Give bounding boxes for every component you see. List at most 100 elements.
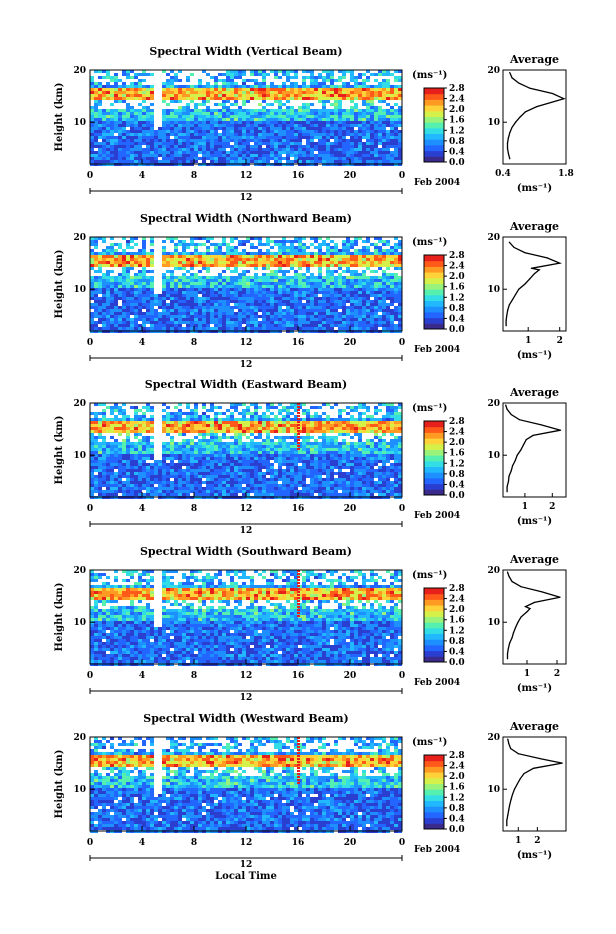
heatmap-cell [390,303,394,306]
heatmap-cell [310,160,314,163]
heatmap-cell [262,88,266,91]
heatmap-cell [102,127,106,130]
heatmap-cell [318,85,322,88]
heatmap-cell [254,306,258,309]
heatmap-cell [134,406,138,409]
heatmap-cell [254,130,258,133]
heatmap-cell [110,421,114,424]
heatmap-cell [390,297,394,300]
heatmap-cell [146,421,150,424]
heatmap-cell [398,142,402,145]
heatmap-cell [358,294,362,297]
heatmap-cell [290,294,294,297]
heatmap-cell [90,151,94,154]
heatmap-cell [122,315,126,318]
heatmap-cell [142,291,146,294]
heatmap-cell [138,285,142,288]
heatmap-cell [374,300,378,303]
heatmap-cell [390,73,394,76]
heatmap-cell [178,252,182,255]
heatmap-cell [158,297,162,300]
heatmap-cell [182,136,186,139]
heatmap-cell [290,264,294,267]
heatmap-cell [242,139,246,142]
heatmap-cell [234,160,238,163]
heatmap-cell [266,297,270,300]
heatmap-cell [90,145,94,148]
heatmap-cell [386,264,390,267]
heatmap-cell [374,94,378,97]
heatmap-cell [310,79,314,82]
heatmap-cell [226,133,230,136]
heatmap-cell [262,73,266,76]
heatmap-cell [358,160,362,163]
heatmap-cell [334,282,338,285]
heatmap-cell [374,288,378,291]
heatmap-cell [206,94,210,97]
heatmap-cell [238,145,242,148]
heatmap-cell [126,427,130,430]
heatmap-cell [114,261,118,264]
heatmap-cell [206,430,210,433]
heatmap-cell [378,261,382,264]
heatmap-cell [334,157,338,160]
heatmap-cell [246,127,250,130]
heatmap-cell [326,249,330,252]
heatmap-cell [370,112,374,115]
heatmap-cell [138,418,142,421]
heatmap-cell [322,124,326,127]
heatmap-cell [202,136,206,139]
heatmap-cell [254,300,258,303]
heatmap-cell [346,145,350,148]
heatmap-cell [290,285,294,288]
heatmap-cell [170,321,174,324]
heatmap-cell [254,73,258,76]
heatmap-cell [270,97,274,100]
heatmap-cell [282,130,286,133]
heatmap-cell [298,148,302,151]
heatmap-cell [298,261,302,264]
heatmap-cell [302,294,306,297]
heatmap-cell [318,264,322,267]
heatmap-cell [262,427,266,430]
heatmap-cell [230,249,234,252]
heatmap-cell [198,255,202,258]
heatmap-cell [130,282,134,285]
heatmap-cell [154,157,158,160]
heatmap-cell [126,261,130,264]
heatmap-cell [266,130,270,133]
heatmap-cell [118,306,122,309]
heatmap-cell [390,127,394,130]
heatmap-cell [234,121,238,124]
heatmap-cell [218,88,222,91]
heatmap-cell [250,151,254,154]
heatmap-cell [366,106,370,109]
heatmap-cell [366,160,370,163]
heatmap-cell [98,109,102,112]
heatmap-cell [162,115,166,118]
heatmap-cell [142,154,146,157]
heatmap-cell [398,85,402,88]
heatmap-cell [374,303,378,306]
heatmap-cell [166,324,170,327]
heatmap-cell [190,312,194,315]
heatmap-cell [222,321,226,324]
heatmap-cell [126,279,130,282]
heatmap-cell [170,300,174,303]
heatmap-cell [230,312,234,315]
heatmap-cell [386,315,390,318]
heatmap-cell [98,91,102,94]
heatmap-cell [102,297,106,300]
heatmap-cell [362,406,366,409]
heatmap-cell [162,427,166,430]
heatmap-cell [98,270,102,273]
heatmap-cell [370,252,374,255]
heatmap-cell [126,124,130,127]
heatmap-cell [226,430,230,433]
heatmap-cell [186,315,190,318]
heatmap-cell [198,142,202,145]
heatmap-cell [130,312,134,315]
heatmap-cell [346,243,350,246]
heatmap-cell [370,279,374,282]
heatmap-cell [238,288,242,291]
